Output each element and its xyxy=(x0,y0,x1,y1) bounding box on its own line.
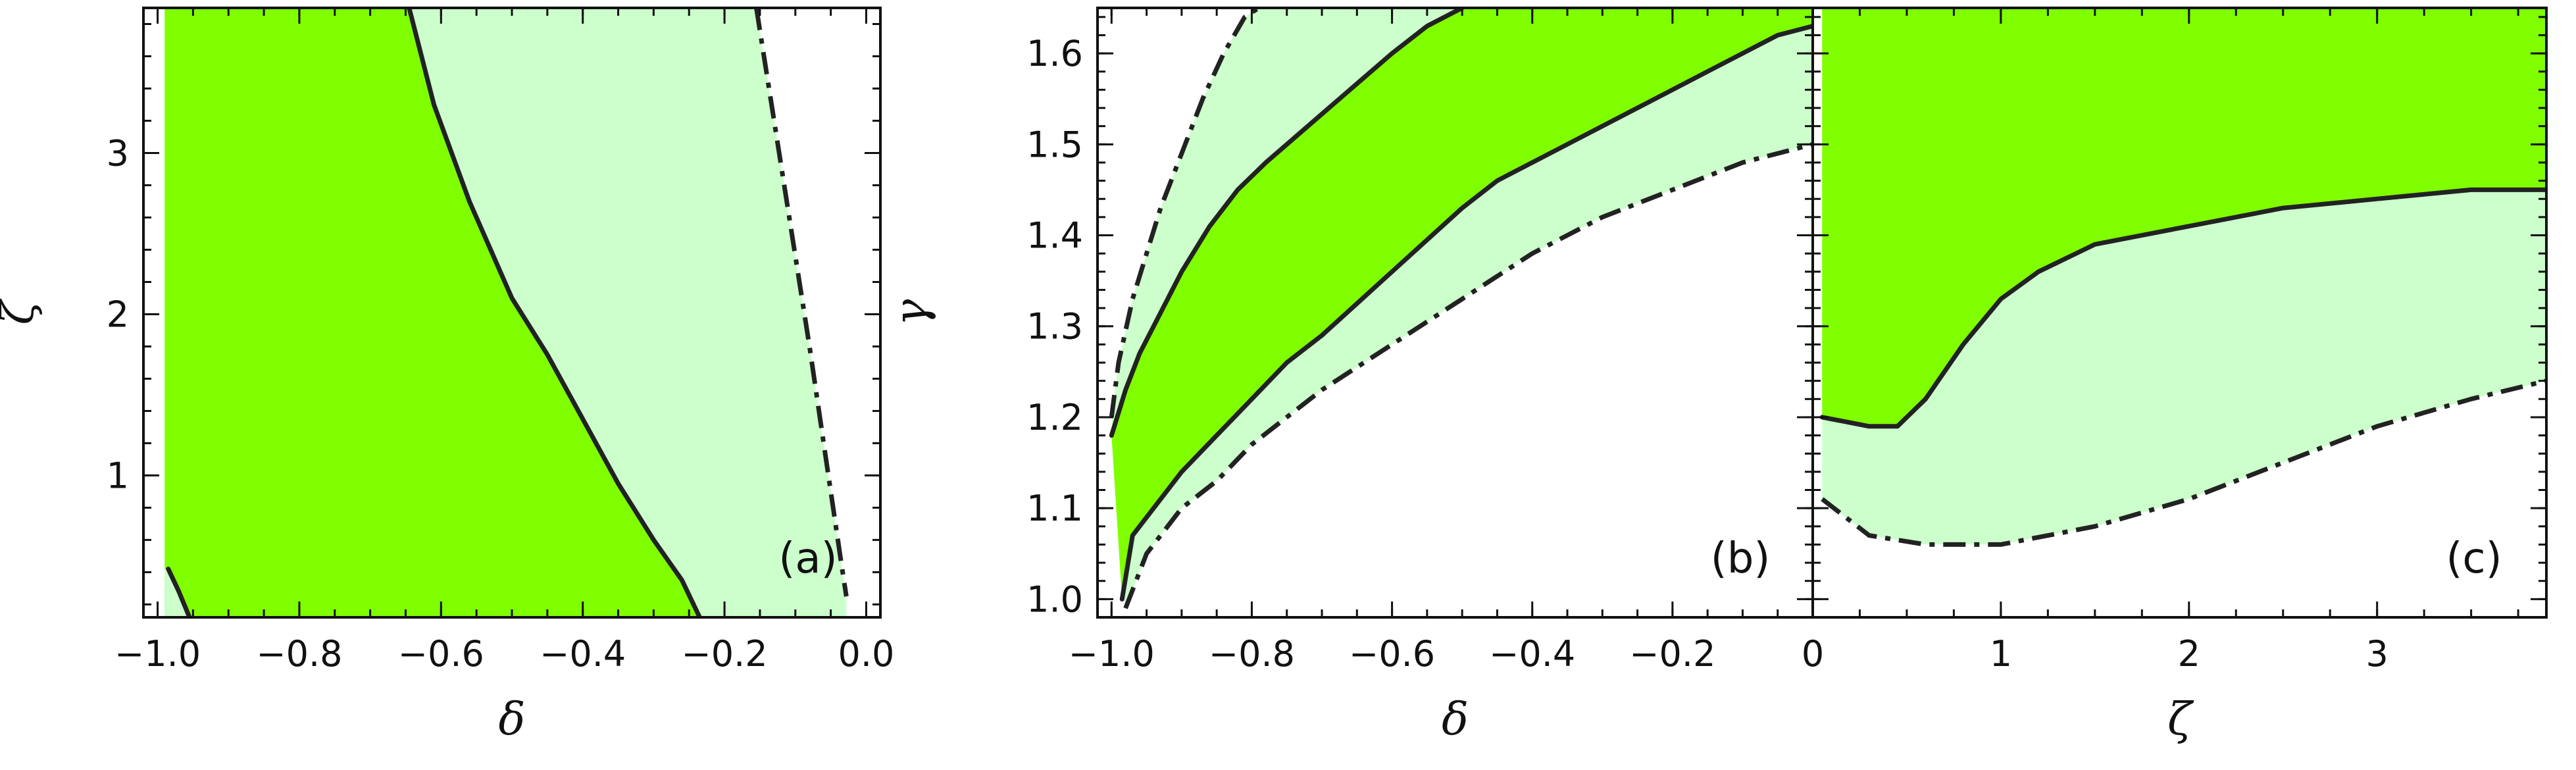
panel-b-plot-area xyxy=(1109,8,1813,609)
panel-b-x-tick-label: −0.8 xyxy=(1209,633,1295,675)
panel-a-x-tick-label: −0.6 xyxy=(398,633,484,675)
lower-dashdot-curve xyxy=(1123,141,1813,609)
panel-a-x-tick-label: 0.0 xyxy=(838,633,895,675)
panel-a-x-axis-label: δ xyxy=(499,694,526,746)
panel-a-y-tick-label: 3 xyxy=(107,132,129,174)
panel-a-x-tick-label: −0.4 xyxy=(540,633,626,675)
panel-c-x-tick-label: 1 xyxy=(1990,633,2012,675)
lower-solid-curve xyxy=(1119,24,1813,602)
upper-dashdot-curve xyxy=(1109,8,1261,418)
inner-region xyxy=(164,8,700,617)
dashdot-boundary-curve xyxy=(1821,378,2546,547)
panel-b-x-tick-label: −1.0 xyxy=(1069,633,1155,675)
panel-a-y-axis-label: ζ xyxy=(0,297,44,324)
panel-b-tag: (b) xyxy=(1711,534,1771,583)
panel-a-y-tick-label: 1 xyxy=(107,455,129,496)
outer-boundary-curve xyxy=(754,8,849,597)
panel-b-x-tick-label: −0.6 xyxy=(1349,633,1435,675)
panel-b-x-axis-label: δ xyxy=(1442,694,1469,746)
panel-c-x-tick-label: 3 xyxy=(2366,633,2388,675)
inner-region xyxy=(1822,8,2546,426)
panel-c-x-tick-label: 0 xyxy=(1802,633,1824,675)
panel-b-y-axis-label: γ xyxy=(886,299,938,326)
panel-a: −1.0 −0.8 −0.6 −0.4 −0.2 0.0 1 2 3 δ ζ (a) xyxy=(0,7,895,746)
panel-b-y-tick-label: 1.5 xyxy=(1026,124,1083,165)
corner-boundary-curve xyxy=(166,567,192,617)
solid-boundary-curve xyxy=(1819,187,2546,429)
panel-b-x-tick-label: −0.2 xyxy=(1629,633,1715,675)
panel-b-y-tick-label: 1.3 xyxy=(1026,306,1083,347)
panel-a-plot-area xyxy=(164,8,849,617)
panel-b-y-tick-label: 1.6 xyxy=(1026,33,1083,74)
inner-region xyxy=(1111,8,1813,600)
panel-c: 0 1 2 3 ζ (c) xyxy=(1802,7,2548,746)
panel-a-x-tick-label: −0.2 xyxy=(682,633,768,675)
panel-a-x-tick-label: −1.0 xyxy=(114,633,201,675)
panel-a-y-tick-label: 2 xyxy=(107,294,129,335)
panel-b-y-tick-label: 1.0 xyxy=(1026,578,1083,620)
panel-c-plot-area xyxy=(1819,8,2546,547)
panel-c-x-axis-label: ζ xyxy=(2167,694,2194,746)
inner-boundary-curve xyxy=(407,8,702,617)
panel-c-frame xyxy=(1811,7,2548,619)
panel-b-y-tick-label: 1.1 xyxy=(1026,488,1083,529)
panel-a-x-tick-label: −0.8 xyxy=(256,633,342,675)
panel-c-tag: (c) xyxy=(2446,534,2502,583)
panel-a-tag: (a) xyxy=(778,534,837,583)
upper-solid-curve xyxy=(1109,8,1465,438)
panel-b-y-tick-label: 1.4 xyxy=(1026,215,1083,257)
panel-b-x-tick-label: −0.4 xyxy=(1489,633,1575,675)
panel-c-x-tick-label: 2 xyxy=(2178,633,2200,675)
panel-b: −1.0 −0.8 −0.6 −0.4 −0.2 1.0 1.1 1.2 1.3 1.4 1.5 1.… xyxy=(886,7,1814,746)
panel-b-y-tick-label: 1.2 xyxy=(1026,397,1083,438)
